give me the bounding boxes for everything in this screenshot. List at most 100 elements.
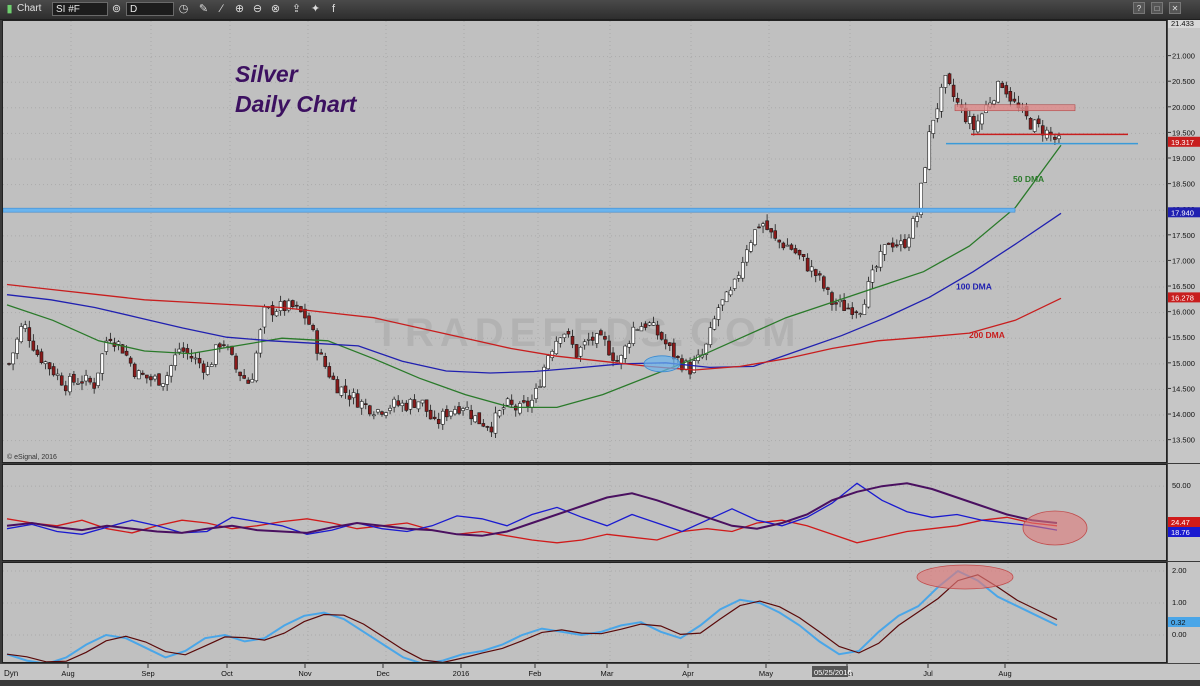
dma-line-50 — [6, 144, 1062, 409]
candle-body — [789, 244, 794, 250]
drawing-icon[interactable]: ∕ — [220, 3, 223, 15]
link-icon[interactable]: ⊚ — [111, 3, 122, 15]
candle-body — [911, 218, 915, 239]
candle-body — [169, 365, 173, 377]
candle-body — [501, 407, 506, 410]
pencil-icon[interactable]: ✎ — [198, 3, 209, 15]
candle-body — [141, 372, 145, 375]
candle-body — [295, 304, 299, 307]
watermark-text: TRADEFEDS.COM — [375, 311, 802, 355]
macd-line — [6, 569, 1058, 662]
remove-icon[interactable]: ⊖ — [252, 3, 263, 15]
price-tick-label: 17.500 — [1172, 231, 1195, 240]
window-label: Chart — [17, 3, 42, 14]
time-tick-label: Feb — [529, 669, 542, 678]
candle-body — [643, 323, 648, 328]
dma200-annotation: 200 DMA — [969, 330, 1005, 340]
candle-body — [250, 379, 255, 383]
candle-body — [400, 402, 405, 407]
candle-body — [761, 223, 765, 227]
candle-body — [672, 342, 676, 360]
maximize-button[interactable]: □ — [1151, 2, 1163, 14]
price-chart: TRADEFEDS.COM 50 DMA 100 DMA 200 DMA — [3, 21, 1166, 462]
price-tick-label: 21.000 — [1172, 52, 1195, 61]
time-tick-label: Mar — [601, 669, 614, 678]
candle-body — [582, 341, 587, 346]
candle-body — [120, 344, 125, 354]
candle-body — [615, 359, 619, 362]
candle-body — [440, 410, 445, 425]
price-tick-label: 19.000 — [1172, 154, 1195, 163]
candle-body — [728, 289, 733, 296]
candle-body — [274, 311, 279, 317]
candle-body — [230, 345, 234, 355]
candle-body — [822, 276, 826, 289]
candle-body — [627, 343, 632, 348]
candle-body — [88, 377, 92, 383]
candle-body — [238, 371, 242, 377]
close-button[interactable]: ✕ — [1169, 2, 1181, 14]
dmi-axis[interactable]: 50.00 24.47 18.76 — [1167, 464, 1200, 561]
candle-body — [1040, 125, 1045, 136]
candle-body — [449, 411, 453, 417]
current-price-label-bg — [1168, 136, 1200, 147]
facebook-icon[interactable]: f — [331, 3, 336, 15]
candle-body — [55, 373, 60, 376]
price-panel[interactable]: TRADEFEDS.COM 50 DMA 100 DMA 200 DMA Silver… — [2, 20, 1167, 463]
add-icon[interactable]: ⊕ — [234, 3, 245, 15]
candle-body — [546, 355, 550, 370]
candle-body — [858, 313, 863, 315]
copyright-label: © eSignal, 2016 — [7, 454, 57, 461]
candle-body — [870, 269, 875, 283]
candle-body — [384, 412, 388, 416]
time-tick-label: Apr — [682, 669, 694, 678]
candle-body — [570, 335, 575, 345]
candle-body — [522, 400, 526, 403]
cursor-date-bg — [812, 666, 848, 677]
candle-body — [607, 340, 611, 356]
candle-body — [668, 342, 672, 346]
crossover-highlight — [643, 355, 681, 373]
candle-body — [842, 299, 846, 311]
price-tick-label: 20.500 — [1172, 77, 1195, 86]
dma200-last-label: 16.278 — [1171, 293, 1194, 302]
candle-body — [351, 392, 356, 399]
candle-body — [1028, 118, 1033, 130]
macd-axis[interactable]: 2.00 1.00 0.00 0.32 — [1167, 562, 1200, 663]
share-icon[interactable]: ⇪ — [291, 3, 302, 15]
twitter-icon[interactable]: ✦ — [310, 3, 321, 15]
candle-body — [392, 398, 396, 408]
candle-body — [749, 242, 753, 252]
price-top-label: 21.433 — [1171, 20, 1194, 28]
candle-body — [347, 395, 352, 400]
price-axis[interactable]: 21.00020.50020.00019.50019.00018.50018.0… — [1167, 20, 1200, 463]
clock-icon[interactable]: ◷ — [178, 3, 189, 15]
interval-select[interactable]: D — [126, 2, 174, 16]
candle-body — [173, 354, 178, 366]
price-tick-label: 19.500 — [1172, 128, 1195, 137]
candle-body — [509, 399, 514, 405]
candle-body — [611, 352, 615, 361]
help-button[interactable]: ? — [1133, 2, 1145, 14]
candle-body — [793, 248, 798, 254]
candle-body — [972, 116, 976, 130]
dmi-plus-di-line — [6, 482, 1058, 535]
candle-body — [303, 308, 307, 319]
candle-body — [197, 358, 202, 364]
dma200-last-label-bg — [1168, 292, 1200, 303]
candle-body — [927, 131, 932, 170]
symbol-input[interactable]: SI #F — [52, 2, 108, 16]
time-tick-label: Aug — [998, 669, 1011, 678]
candle-body — [420, 399, 425, 404]
candle-body — [854, 311, 859, 314]
candle-body — [218, 343, 222, 348]
cycle-icon[interactable]: ⊗ — [270, 3, 281, 15]
time-axis[interactable]: DynAugSepOctNovDec2016FebMarAprMayJunJul… — [0, 663, 1200, 680]
dmi-panel[interactable] — [2, 464, 1167, 561]
candle-body — [712, 318, 717, 330]
candle-body — [542, 366, 546, 388]
dmi-tick-label: 50.00 — [1172, 481, 1191, 490]
candle-body — [465, 406, 469, 410]
macd-panel[interactable] — [2, 562, 1167, 663]
